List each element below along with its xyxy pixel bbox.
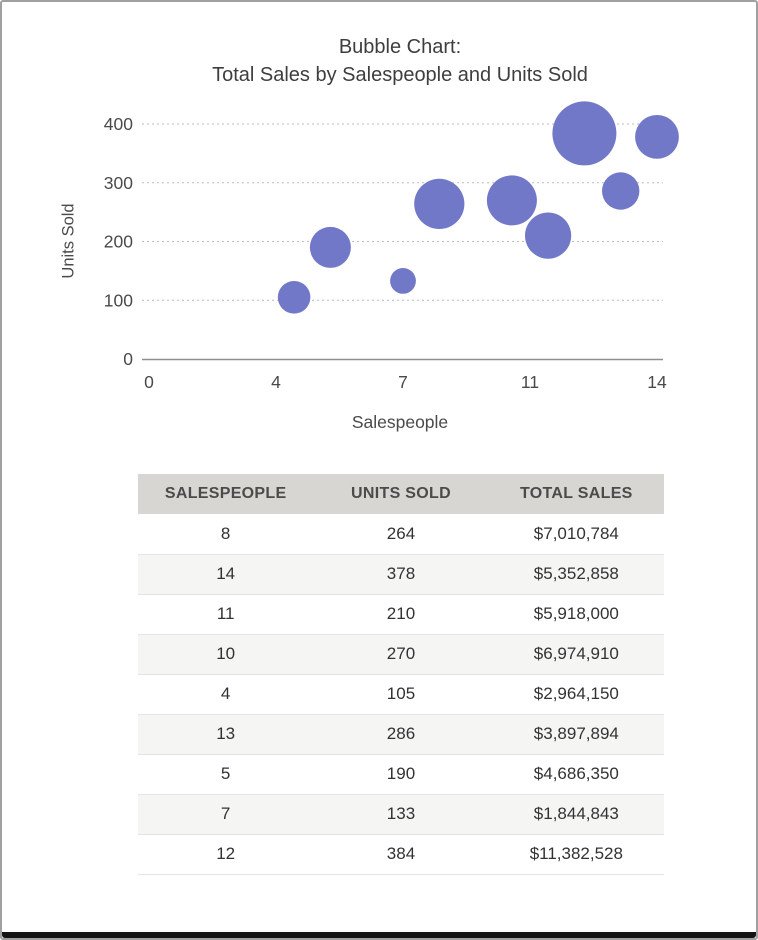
- table-row: 7 133 $1,844,843: [138, 794, 664, 835]
- table-cell: 384: [313, 834, 489, 875]
- table-cell: 12: [138, 834, 314, 875]
- y-tick-label: 200: [104, 232, 133, 252]
- table-row: 4 105 $2,964,150: [138, 674, 664, 715]
- window-bottom-edge: [2, 932, 756, 938]
- x-tick-label: 7: [398, 372, 408, 392]
- x-tick-label: 0: [144, 372, 154, 392]
- bubble-point: [525, 212, 572, 259]
- table-row: 13 286 $3,897,894: [138, 714, 664, 755]
- chart-title-line1: Bubble Chart:: [338, 36, 462, 58]
- bubble-point: [602, 172, 640, 210]
- bubble-point: [277, 281, 311, 314]
- table-cell: 210: [313, 594, 489, 635]
- table-cell: 14: [138, 554, 314, 595]
- table-cell: $2,964,150: [488, 674, 664, 715]
- y-tick-label: 100: [104, 290, 133, 310]
- table-cell: 270: [313, 634, 489, 675]
- table-header-row: SALESPEOPLE UNITS SOLD TOTAL SALES: [138, 474, 664, 514]
- bubble-point: [486, 175, 537, 226]
- table-row: 12 384 $11,382,528: [138, 834, 664, 875]
- table-cell: 5: [138, 754, 314, 795]
- table-cell: 4: [138, 674, 314, 715]
- table-cell: 7: [138, 794, 314, 835]
- table-cell: $5,918,000: [488, 594, 664, 635]
- bubble-plot: 0 100 200 300 400 0 4 7 11 14: [104, 101, 679, 392]
- table-row: 5 190 $4,686,350: [138, 754, 664, 795]
- table-cell: 105: [313, 674, 489, 715]
- y-tick-label: 0: [123, 349, 133, 369]
- bubble-chart: Bubble Chart: Total Sales by Salespeople…: [2, 2, 756, 457]
- header-cell: SALESPEOPLE: [138, 474, 314, 514]
- bubble-point: [552, 101, 617, 166]
- bubble-point: [414, 178, 465, 229]
- table-cell: 378: [313, 554, 489, 595]
- chart-title: Bubble Chart: Total Sales by Salespeople…: [42, 33, 756, 89]
- table-cell: $3,897,894: [488, 714, 664, 755]
- table-cell: $6,974,910: [488, 634, 664, 675]
- x-tick-label: 4: [271, 372, 281, 392]
- table-row: 8 264 $7,010,784: [138, 514, 664, 555]
- table-cell: 264: [313, 514, 489, 555]
- y-tick-label: 400: [104, 114, 133, 134]
- bubble-point: [309, 226, 351, 268]
- x-tick-label: 11: [521, 372, 539, 392]
- table-cell: 133: [313, 794, 489, 835]
- table-cell: $7,010,784: [488, 514, 664, 555]
- table-cell: 13: [138, 714, 314, 755]
- table-cell: 286: [313, 714, 489, 755]
- table-cell: $4,686,350: [488, 754, 664, 795]
- table-cell: $5,352,858: [488, 554, 664, 595]
- table-body: 8 264 $7,010,784 14 378 $5,352,858 11 210 $5,918…: [138, 514, 664, 875]
- table-cell: 10: [138, 634, 314, 675]
- bubble-point: [390, 268, 416, 294]
- x-tick-label: 14: [647, 372, 667, 392]
- table-row: 11 210 $5,918,000: [138, 594, 664, 635]
- table-row: 10 270 $6,974,910: [138, 634, 664, 675]
- sales-table: SALESPEOPLE UNITS SOLD TOTAL SALES 8 264 $7,…: [138, 474, 664, 875]
- table-row: 14 378 $5,352,858: [138, 554, 664, 595]
- chart-title-line2: Total Sales by Salespeople and Units Sol…: [212, 64, 588, 86]
- y-tick-label: 300: [104, 173, 133, 193]
- table-cell: 11: [138, 594, 314, 635]
- table-cell: $1,844,843: [488, 794, 664, 835]
- header-cell: TOTAL SALES: [488, 474, 664, 514]
- table-cell: 190: [313, 754, 489, 795]
- table-cell: 8: [138, 514, 314, 555]
- bubble-point: [635, 114, 679, 159]
- header-cell: UNITS SOLD: [313, 474, 489, 514]
- table-cell: $11,382,528: [488, 834, 664, 875]
- x-axis-title: Salespeople: [351, 412, 449, 432]
